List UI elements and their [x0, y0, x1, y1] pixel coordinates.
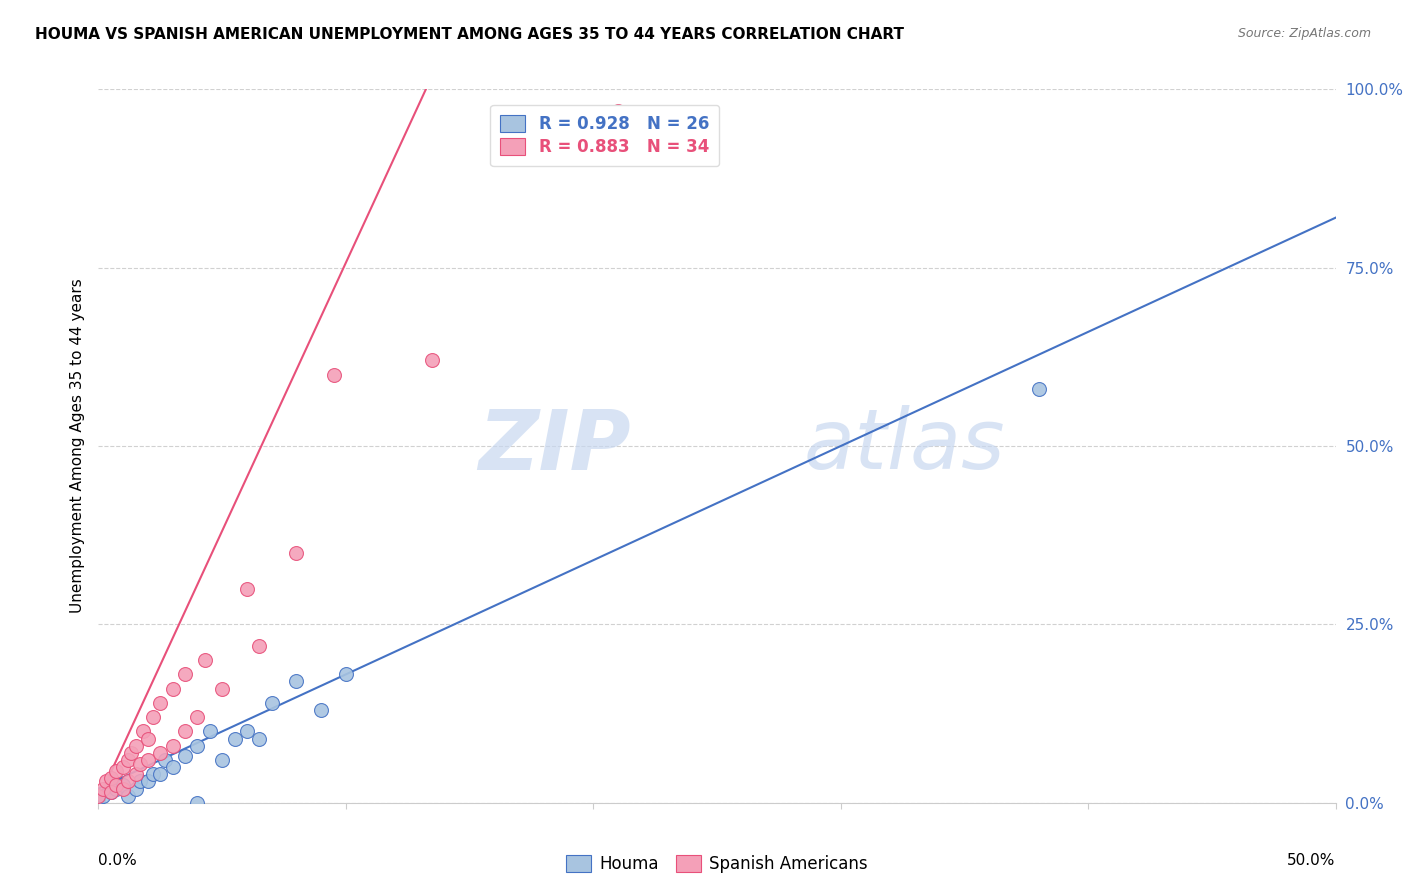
Point — [129, 774, 152, 789]
Point — [117, 753, 139, 767]
Point — [194, 653, 217, 667]
Point — [124, 781, 146, 796]
Point — [94, 774, 117, 789]
Point — [87, 792, 110, 806]
Point — [93, 789, 115, 803]
Point — [224, 731, 246, 746]
Point — [132, 724, 155, 739]
Legend: Houma, Spanish Americans: Houma, Spanish Americans — [560, 848, 875, 880]
Point — [155, 753, 177, 767]
Point — [247, 731, 270, 746]
Text: ZIP: ZIP — [478, 406, 630, 486]
Point — [236, 724, 259, 739]
Point — [129, 756, 152, 771]
Point — [117, 789, 139, 803]
Text: atlas: atlas — [804, 406, 1005, 486]
Point — [112, 760, 135, 774]
Point — [87, 789, 110, 803]
Point — [112, 778, 135, 792]
Point — [124, 767, 146, 781]
Point — [162, 681, 184, 696]
Point — [136, 774, 159, 789]
Point — [285, 546, 308, 560]
Point — [1028, 382, 1050, 396]
Point — [174, 724, 197, 739]
Point — [93, 781, 115, 796]
Y-axis label: Unemployment Among Ages 35 to 44 years: Unemployment Among Ages 35 to 44 years — [69, 278, 84, 614]
Point — [124, 739, 146, 753]
Text: 0.0%: 0.0% — [98, 853, 138, 868]
Point — [422, 353, 444, 368]
Point — [142, 767, 165, 781]
Point — [236, 582, 259, 596]
Point — [607, 103, 630, 118]
Point — [149, 746, 172, 760]
Point — [112, 781, 135, 796]
Text: HOUMA VS SPANISH AMERICAN UNEMPLOYMENT AMONG AGES 35 TO 44 YEARS CORRELATION CHA: HOUMA VS SPANISH AMERICAN UNEMPLOYMENT A… — [35, 27, 904, 42]
Point — [104, 781, 127, 796]
Point — [120, 746, 142, 760]
Point — [104, 778, 127, 792]
Point — [117, 774, 139, 789]
Point — [174, 749, 197, 764]
Point — [211, 753, 233, 767]
Text: 50.0%: 50.0% — [1288, 853, 1336, 868]
Text: Source: ZipAtlas.com: Source: ZipAtlas.com — [1237, 27, 1371, 40]
Point — [198, 724, 221, 739]
Point — [162, 739, 184, 753]
Point — [247, 639, 270, 653]
Point — [142, 710, 165, 724]
Point — [211, 681, 233, 696]
Point — [186, 796, 208, 810]
Point — [309, 703, 332, 717]
Point — [149, 696, 172, 710]
Point — [260, 696, 283, 710]
Point — [136, 731, 159, 746]
Point — [104, 764, 127, 778]
Point — [186, 710, 208, 724]
Point — [186, 739, 208, 753]
Point — [136, 753, 159, 767]
Point — [285, 674, 308, 689]
Point — [100, 785, 122, 799]
Point — [322, 368, 344, 382]
Point — [100, 785, 122, 799]
Point — [335, 667, 357, 681]
Point — [162, 760, 184, 774]
Point — [149, 767, 172, 781]
Point — [174, 667, 197, 681]
Point — [100, 771, 122, 785]
